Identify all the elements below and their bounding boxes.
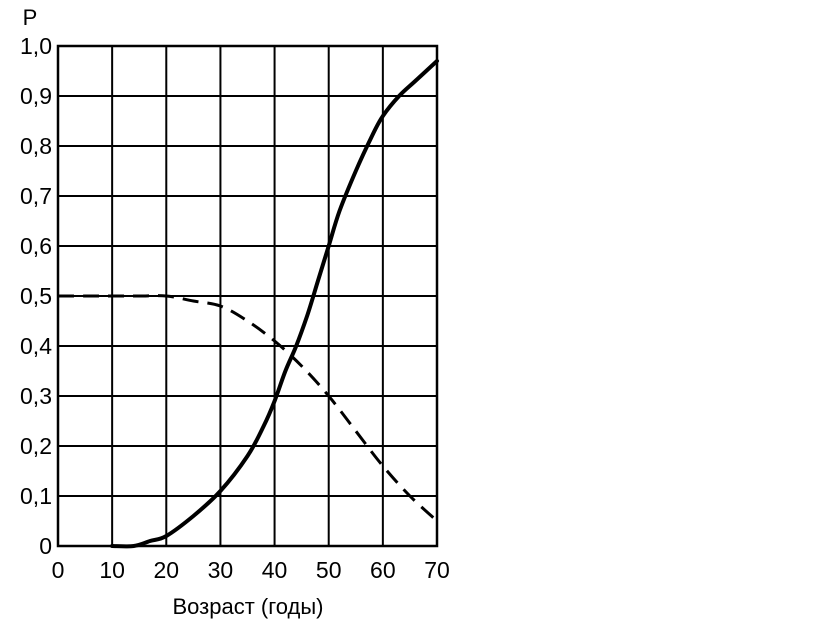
y-tick-label: 0,1	[20, 483, 52, 509]
x-tick-label: 20	[153, 557, 179, 583]
x-tick-label: 40	[262, 557, 288, 583]
y-axis-title: P	[23, 5, 38, 30]
y-tick-label: 1,0	[20, 33, 52, 59]
x-axis-title: Возраст (годы)	[172, 594, 323, 619]
y-tick-label: 0,7	[20, 183, 52, 209]
x-tick-labels: 0 10 20 30 40 50 60 70	[52, 557, 450, 583]
series-solid-line	[110, 59, 439, 549]
y-tick-label: 0,4	[20, 333, 52, 359]
y-tick-label: 0,5	[20, 283, 52, 309]
y-tick-label: 0,3	[20, 383, 52, 409]
series-dashed-line	[58, 294, 439, 523]
y-tick-label: 0,8	[20, 133, 52, 159]
x-tick-label: 10	[99, 557, 125, 583]
x-tick-label: 60	[370, 557, 396, 583]
x-tick-label: 30	[208, 557, 234, 583]
y-tick-label: 0,6	[20, 233, 52, 259]
y-tick-label: 0,9	[20, 83, 52, 109]
y-tick-label: 0,2	[20, 433, 52, 459]
y-tick-label: 0	[39, 533, 52, 559]
x-tick-label: 70	[424, 557, 450, 583]
x-tick-label: 50	[316, 557, 342, 583]
y-tick-labels: 0 0,1 0,2 0,3 0,4 0,5 0,6 0,7 0,8 0,9 1,0	[20, 33, 52, 559]
x-tick-label: 0	[52, 557, 65, 583]
grid	[57, 45, 438, 547]
series-layer	[58, 59, 439, 549]
